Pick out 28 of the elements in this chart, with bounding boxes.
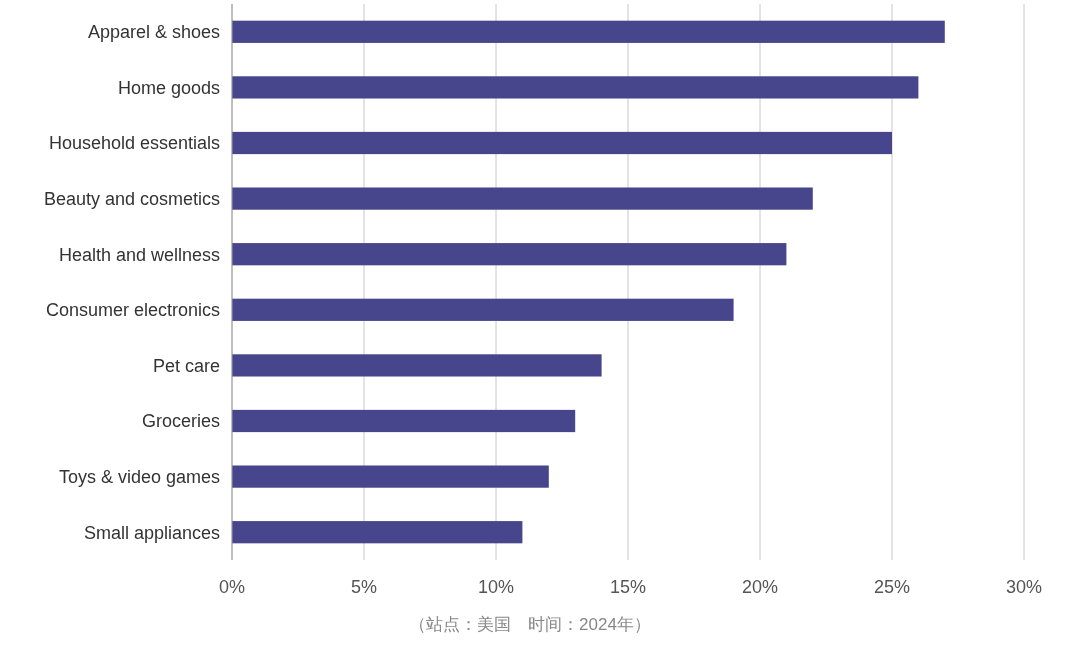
y-tick-label: Beauty and cosmetics [43,188,220,209]
x-tick-label: 5% [350,577,378,598]
bar [232,131,892,155]
bar [232,76,919,99]
x-tick-label: 0% [218,577,246,598]
y-tick-label: Toys & video games [58,466,220,487]
bar [232,298,734,321]
bar [232,465,549,488]
bar [232,243,787,266]
y-tick-label: Household essentials [48,133,220,154]
bar [232,187,813,210]
x-tick-label: 30% [1005,577,1043,598]
bar [232,20,945,43]
y-tick-label: Small appliances [83,522,220,543]
y-tick-label: Consumer electronics [45,300,220,321]
bar [232,354,602,377]
y-tick-label: Health and wellness [58,244,220,265]
text: （站点：美国 时间：2024年） [409,615,651,634]
x-tick-label: 15% [609,577,647,598]
y-tick-label: Apparel & shoes [87,22,220,43]
bar [232,521,523,544]
bar [232,409,576,433]
x-tick-label: 10% [477,577,515,598]
y-tick-label: Home goods [117,77,220,98]
y-tick-label: Pet care [152,355,220,376]
y-tick-label: Groceries [141,411,220,432]
x-tick-label: 25% [873,577,911,598]
x-tick-label: 20% [741,577,779,598]
